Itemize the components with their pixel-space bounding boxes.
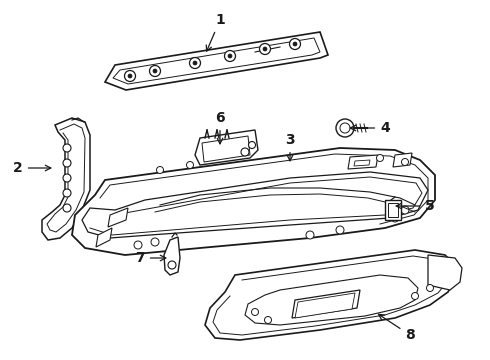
Circle shape: [63, 174, 71, 182]
Circle shape: [149, 66, 161, 77]
Circle shape: [63, 144, 71, 152]
Polygon shape: [295, 293, 355, 318]
Circle shape: [376, 154, 384, 162]
Circle shape: [63, 204, 71, 212]
Circle shape: [156, 166, 164, 174]
Circle shape: [248, 141, 255, 149]
Polygon shape: [245, 275, 418, 325]
Polygon shape: [195, 130, 258, 165]
Polygon shape: [292, 290, 360, 318]
Circle shape: [306, 231, 314, 239]
Polygon shape: [393, 153, 412, 167]
Polygon shape: [108, 208, 128, 227]
Circle shape: [391, 214, 399, 222]
Circle shape: [187, 162, 194, 168]
Text: 3: 3: [285, 133, 295, 161]
Polygon shape: [42, 118, 90, 240]
Circle shape: [224, 50, 236, 62]
Polygon shape: [354, 160, 370, 166]
Circle shape: [401, 206, 409, 214]
Polygon shape: [202, 136, 250, 162]
Text: 8: 8: [378, 314, 415, 342]
Circle shape: [426, 284, 434, 292]
Polygon shape: [113, 38, 320, 84]
Text: 6: 6: [215, 111, 225, 144]
Circle shape: [336, 226, 344, 234]
Polygon shape: [72, 148, 435, 255]
Circle shape: [265, 316, 271, 324]
Polygon shape: [385, 200, 401, 220]
Polygon shape: [428, 255, 462, 290]
Circle shape: [228, 54, 232, 58]
Circle shape: [290, 39, 300, 50]
Circle shape: [153, 69, 157, 73]
Polygon shape: [348, 155, 378, 169]
Circle shape: [190, 58, 200, 68]
Circle shape: [401, 158, 409, 166]
Text: 7: 7: [135, 251, 166, 265]
Circle shape: [260, 44, 270, 54]
Polygon shape: [105, 32, 328, 90]
Circle shape: [124, 71, 136, 81]
Text: 5: 5: [396, 199, 435, 213]
Circle shape: [128, 74, 132, 78]
Circle shape: [412, 292, 418, 300]
Polygon shape: [82, 172, 428, 238]
Polygon shape: [96, 228, 112, 247]
Text: 1: 1: [206, 13, 225, 51]
Circle shape: [293, 42, 297, 46]
Circle shape: [251, 309, 259, 315]
Circle shape: [151, 238, 159, 246]
Polygon shape: [388, 203, 398, 217]
Text: 4: 4: [350, 121, 390, 135]
Text: 2: 2: [13, 161, 51, 175]
Circle shape: [134, 241, 142, 249]
Polygon shape: [164, 237, 180, 275]
Circle shape: [193, 61, 197, 65]
Circle shape: [263, 47, 267, 51]
Polygon shape: [205, 250, 455, 340]
Circle shape: [168, 261, 176, 269]
Circle shape: [63, 189, 71, 197]
Circle shape: [63, 159, 71, 167]
Circle shape: [336, 119, 354, 137]
Circle shape: [241, 148, 249, 156]
Circle shape: [340, 123, 350, 133]
